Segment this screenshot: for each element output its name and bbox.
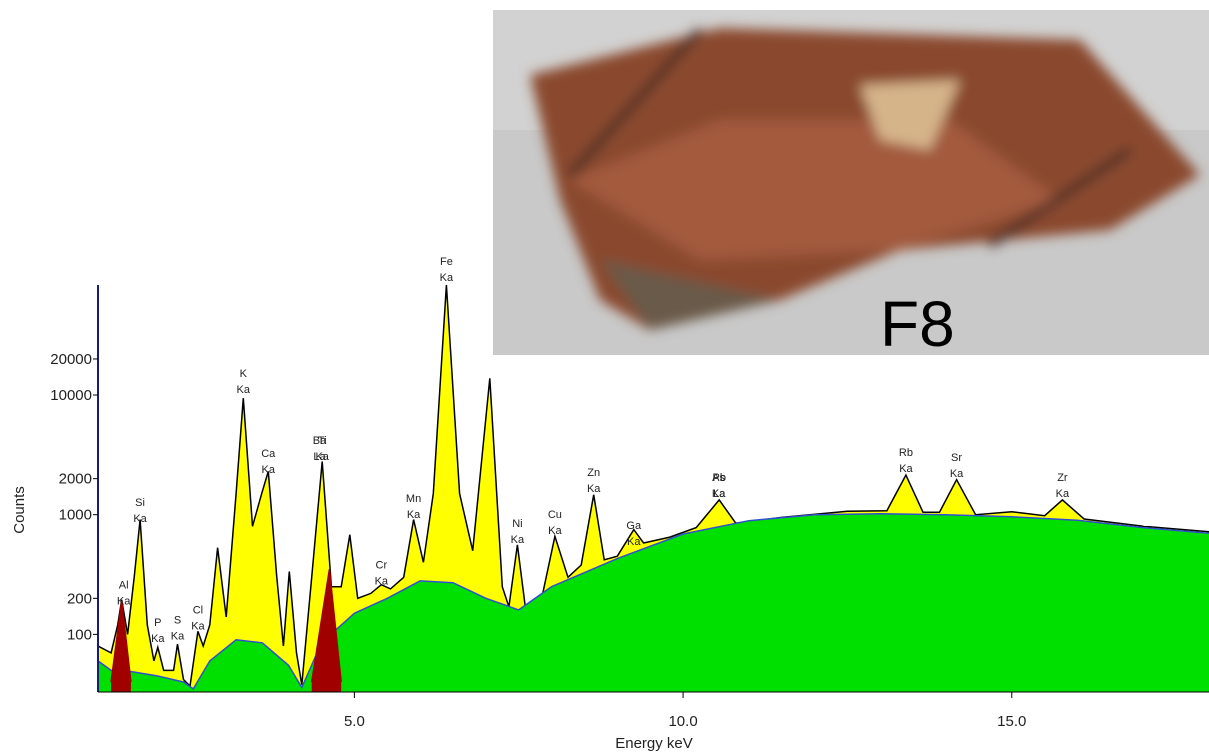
- x-tick-label: 10.0: [668, 713, 697, 730]
- shard-face: [570, 120, 1060, 260]
- peak-label: Ka: [440, 272, 454, 284]
- peak-label: Ba: [313, 435, 327, 447]
- photo-label: F8: [880, 288, 955, 360]
- spectrum-area: [111, 601, 131, 692]
- y-tick-label: 1000: [59, 507, 92, 524]
- plot-area: [98, 284, 1209, 692]
- peak-label: Si: [135, 497, 145, 509]
- peak-label: Cl: [193, 604, 203, 616]
- chart: 100 200 1000 2000 10000 20000 5.0 10.0 15.0 Al Ka S…: [50, 256, 1209, 730]
- peak-label: Ca: [261, 448, 276, 460]
- peak-label: Ka: [407, 509, 421, 521]
- x-axis-label: Energy keV: [615, 735, 693, 752]
- peak-label: Fe: [440, 256, 453, 268]
- y-tick-label: 200: [67, 590, 92, 607]
- shard-spot: [860, 80, 960, 150]
- x-tick-label: 5.0: [344, 713, 365, 730]
- peak-label: Mn: [406, 493, 421, 505]
- spectrum-area: [311, 569, 342, 692]
- peak-label: Ti: [318, 435, 327, 447]
- peak-label: P: [154, 617, 161, 629]
- peak-label: Pb: [713, 472, 726, 484]
- peak-label: Ka: [548, 525, 562, 537]
- y-tick-label: 20000: [50, 351, 92, 368]
- peak-label: Ka: [587, 483, 601, 495]
- peak-label: Cr: [376, 560, 388, 572]
- peak-label: Zn: [587, 467, 600, 479]
- peak-label: Ka: [315, 451, 329, 463]
- peak-label: Ga: [626, 520, 642, 532]
- spectrum-outline: [310, 569, 342, 683]
- y-axis-label: Counts: [11, 486, 28, 534]
- y-tick-label: 10000: [50, 387, 92, 404]
- y-tick-label: 100: [67, 626, 92, 643]
- spectrum-outline: [98, 512, 1209, 690]
- peak-label: Zr: [1057, 472, 1068, 484]
- peak-label: Ka: [627, 536, 641, 548]
- y-tick-label: 2000: [59, 471, 92, 488]
- peak-label: As: [712, 472, 725, 484]
- peak-label: Sr: [951, 452, 962, 464]
- peak-label: Ka: [375, 576, 389, 588]
- peak-label: Ka: [899, 463, 913, 475]
- peak-label: Ka: [712, 488, 726, 500]
- peak-label: La: [313, 451, 326, 463]
- peak-label: Ka: [262, 464, 276, 476]
- shard-groove: [567, 27, 703, 178]
- peak-label: Ka: [950, 468, 964, 480]
- x-tick-label: 15.0: [997, 713, 1026, 730]
- peak-label: Ka: [133, 513, 147, 525]
- shard-edge: [600, 260, 780, 330]
- peak-label: Rb: [899, 447, 913, 459]
- spectrum-outline: [110, 600, 132, 683]
- peak-label: Cu: [548, 509, 562, 521]
- spectrum-area: [98, 513, 1209, 692]
- peak-label: K: [240, 368, 248, 380]
- peak-label: Al: [119, 579, 129, 591]
- peak-label: La: [713, 488, 726, 500]
- peak-label: Ka: [1056, 488, 1070, 500]
- photo: F8: [493, 10, 1209, 360]
- peak-label: Ka: [511, 534, 525, 546]
- shard-groove: [988, 147, 1132, 248]
- peak-label: Ka: [191, 620, 205, 632]
- shard: [530, 27, 1200, 330]
- peak-label: Ka: [117, 595, 131, 607]
- peak-label: Ka: [237, 384, 251, 396]
- peak-label: Ka: [171, 630, 185, 642]
- peak-label: Ni: [512, 518, 522, 530]
- peak-label: Ka: [151, 633, 165, 645]
- peak-label: S: [174, 614, 181, 626]
